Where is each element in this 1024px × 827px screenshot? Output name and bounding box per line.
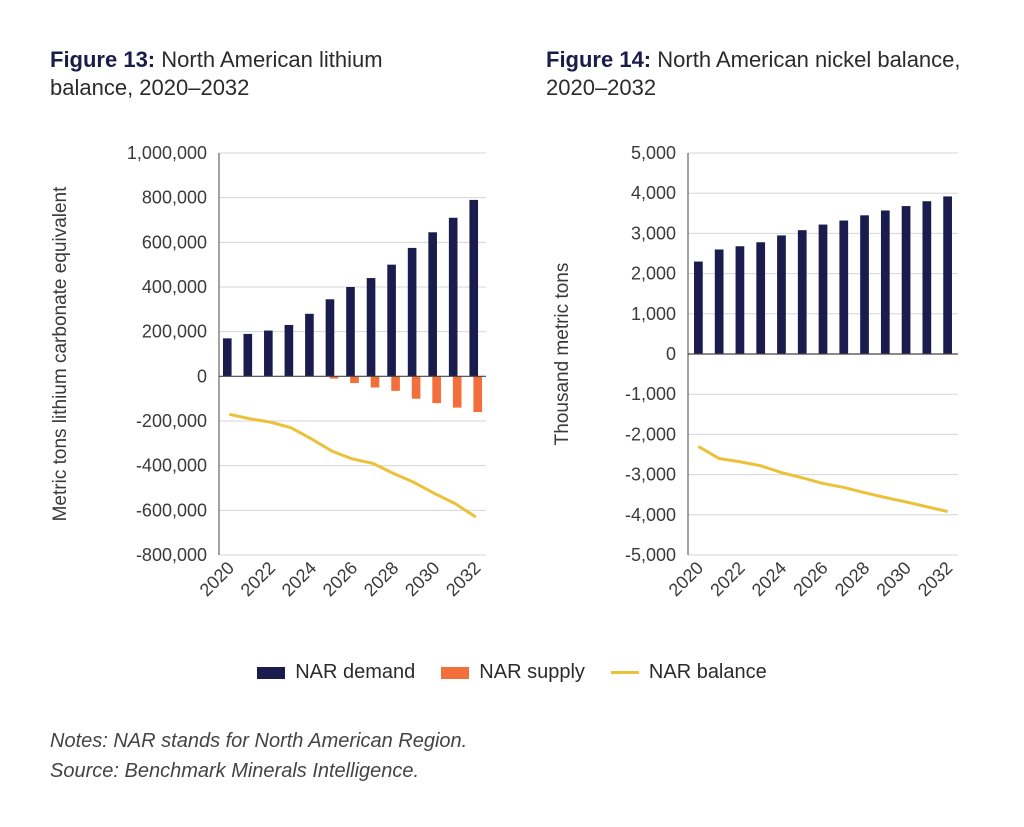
- source-line: Source: Benchmark Minerals Intelligence.: [50, 760, 420, 782]
- y-tick-label: 4,000: [631, 183, 676, 203]
- bar-demand: [264, 330, 273, 377]
- y-tick-label: -2,000: [625, 424, 676, 444]
- bar-supply: [391, 376, 400, 391]
- y-tick-label: 1,000: [631, 304, 676, 324]
- legend-item-supply: NAR supply: [441, 661, 585, 684]
- y-axis-label: Metric tons lithium carbonate equivalent: [50, 186, 71, 522]
- bar-demand: [284, 324, 294, 377]
- y-tick-label: 400,000: [142, 277, 207, 297]
- figure-14-prefix: Figure 14:: [546, 47, 652, 72]
- bar-supply: [473, 376, 483, 413]
- y-tick-label: -5,000: [625, 545, 676, 565]
- figure-14-title: Figure 14: North American nickel balance…: [546, 46, 966, 102]
- y-tick-label: -1,000: [625, 384, 676, 404]
- bar-demand: [694, 261, 703, 354]
- bar-demand: [448, 217, 458, 377]
- y-tick-label: -3,000: [625, 465, 676, 485]
- y-tick-label: -4,000: [625, 505, 676, 525]
- bar-demand: [818, 224, 828, 354]
- notes-line: Notes: NAR stands for North American Reg…: [50, 730, 468, 752]
- legend-swatch-supply: [441, 666, 470, 679]
- y-axis-label: Thousand metric tons: [552, 263, 573, 446]
- y-tick-label: 2,000: [631, 264, 676, 284]
- bar-demand: [325, 299, 335, 377]
- bar-demand: [777, 235, 786, 354]
- bar-demand: [346, 287, 355, 377]
- bar-supply: [452, 376, 462, 408]
- legend-label-supply: NAR supply: [479, 661, 585, 683]
- figure-14-title-text: North American nickel balance, 2020–2032: [546, 47, 961, 100]
- bar-supply: [432, 376, 441, 404]
- bar-demand: [222, 338, 232, 377]
- bar-demand: [735, 246, 745, 354]
- x-tick-label: 2028: [831, 558, 873, 600]
- figure-13-title-text: North American lithium balance, 2020–203…: [50, 47, 383, 100]
- bar-demand: [407, 247, 417, 377]
- bar-demand: [428, 232, 437, 377]
- balance-line: [228, 412, 477, 519]
- bar-demand: [714, 249, 724, 354]
- balance-line: [697, 445, 948, 514]
- bar-demand: [387, 264, 396, 377]
- chart-legend: NAR demand NAR supply NAR balance: [0, 661, 1024, 684]
- bar-demand: [797, 230, 807, 354]
- y-tick-label: -800,000: [136, 545, 207, 565]
- bar-supply: [329, 376, 339, 379]
- bar-demand: [756, 242, 766, 354]
- legend-swatch-demand: [257, 666, 286, 679]
- y-tick-label: -600,000: [136, 500, 207, 520]
- y-tick-label: 0: [197, 366, 207, 386]
- bar-demand: [305, 313, 314, 377]
- bar-demand: [943, 196, 952, 354]
- bar-demand: [880, 210, 890, 354]
- bar-demand: [839, 220, 849, 354]
- y-tick-label: 200,000: [142, 322, 207, 342]
- bar-supply: [370, 376, 380, 388]
- x-tick-label: 2032: [914, 558, 956, 600]
- x-tick-label: 2024: [748, 558, 790, 600]
- bar-demand: [901, 206, 911, 354]
- legend-item-balance: NAR balance: [610, 661, 767, 684]
- y-tick-label: 0: [666, 344, 676, 364]
- bar-demand: [469, 199, 479, 377]
- y-tick-label: 5,000: [631, 143, 676, 163]
- y-tick-label: -200,000: [136, 411, 207, 431]
- legend-label-balance: NAR balance: [648, 661, 767, 683]
- figure-13-title: Figure 13: North American lithium balanc…: [50, 46, 470, 102]
- y-tick-label: 800,000: [142, 188, 207, 208]
- legend-label-demand: NAR demand: [295, 661, 416, 683]
- legend-item-demand: NAR demand: [257, 661, 415, 684]
- y-tick-label: 1,000,000: [127, 143, 207, 163]
- y-tick-label: -400,000: [136, 456, 207, 476]
- x-tick-label: 2030: [872, 558, 914, 600]
- y-tick-label: 600,000: [142, 232, 207, 252]
- bar-demand: [243, 333, 253, 377]
- figure-13-prefix: Figure 13:: [50, 47, 156, 72]
- notes: Notes: NAR stands for North American Reg…: [50, 726, 467, 786]
- bar-demand: [366, 278, 376, 377]
- x-tick-label: 2022: [706, 558, 748, 600]
- legend-swatch-balance: [610, 671, 639, 674]
- x-tick-label: 2026: [789, 558, 831, 600]
- bar-demand: [922, 201, 932, 354]
- y-tick-label: 3,000: [631, 223, 676, 243]
- bar-demand: [860, 215, 869, 354]
- bar-supply: [350, 376, 359, 384]
- bar-supply: [411, 376, 421, 399]
